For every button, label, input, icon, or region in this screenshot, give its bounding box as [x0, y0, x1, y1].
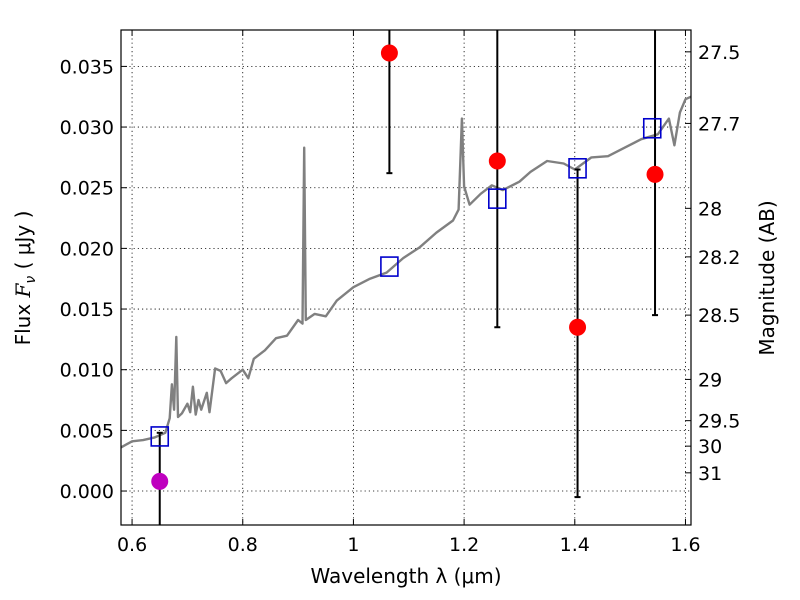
- y-tick-label: 0.030: [60, 117, 114, 139]
- y-axis-label-subscript: ν: [23, 276, 39, 284]
- x-axis-label: Wavelength λ (μm): [310, 564, 501, 588]
- y-tick-label: 0.010: [60, 360, 114, 382]
- model-photometry-square: [150, 426, 170, 447]
- grid-lines: [121, 30, 691, 525]
- right-axis-label: Magnitude (AB): [755, 200, 779, 355]
- ticks-layer: 0.6 0.8 1 1.2 1.4 1.6 0.000 0.005 0.010 0.015 0.02…: [60, 30, 740, 556]
- x-tick-label: 1: [347, 534, 359, 556]
- x-tick-label: 0.6: [117, 534, 147, 556]
- y-axis-label-suffix: ( μJy ): [11, 211, 35, 276]
- model-spectrum-line: [120, 95, 692, 449]
- magnitude-tick-label: 27.7: [698, 113, 740, 135]
- x-tick-label: 0.8: [228, 534, 258, 556]
- y-tick-label: 0.015: [60, 299, 114, 321]
- model-photometry-square: [488, 188, 507, 209]
- model-photometry-square: [568, 158, 587, 179]
- y-tick-label: 0.005: [60, 420, 114, 442]
- observed-photometry-point: [569, 318, 587, 336]
- magnitude-tick-label: 28: [698, 198, 722, 220]
- plot-frame: [120, 29, 692, 526]
- error-bars-layer: [156, 30, 659, 525]
- y-tick-label: 0.000: [60, 481, 114, 503]
- observed-photometry-point: [151, 472, 169, 490]
- magnitude-tick-label: 27.5: [698, 42, 740, 64]
- model-spectrum-layer: [120, 95, 692, 449]
- y-axis-label-prefix: Flux: [11, 297, 35, 345]
- y-tick-label: 0.035: [60, 56, 114, 78]
- model-photometry-square: [380, 256, 399, 277]
- magnitude-tick-label: 30: [698, 436, 722, 458]
- magnitude-tick-label: 29: [698, 369, 722, 391]
- y-tick-label: 0.020: [60, 238, 114, 260]
- markers-layer: [150, 44, 664, 490]
- y-axis-label: Flux Fν ( μJy ): [11, 211, 39, 346]
- y-tick-label: 0.025: [60, 178, 114, 200]
- observed-photometry-point: [646, 165, 664, 183]
- x-tick-label: 1.4: [560, 534, 590, 556]
- model-photometry-square: [642, 117, 662, 139]
- magnitude-tick-label: 28.2: [698, 247, 740, 269]
- magnitude-tick-label: 29.5: [698, 411, 740, 433]
- observed-photometry-point: [488, 152, 506, 170]
- x-tick-label: 1.2: [449, 534, 479, 556]
- magnitude-tick-label: 31: [698, 463, 722, 485]
- magnitude-tick-label: 28.5: [698, 305, 740, 327]
- y-axis-label-symbol: F: [11, 282, 35, 298]
- observed-photometry-point: [380, 44, 398, 62]
- x-tick-label: 1.6: [670, 534, 700, 556]
